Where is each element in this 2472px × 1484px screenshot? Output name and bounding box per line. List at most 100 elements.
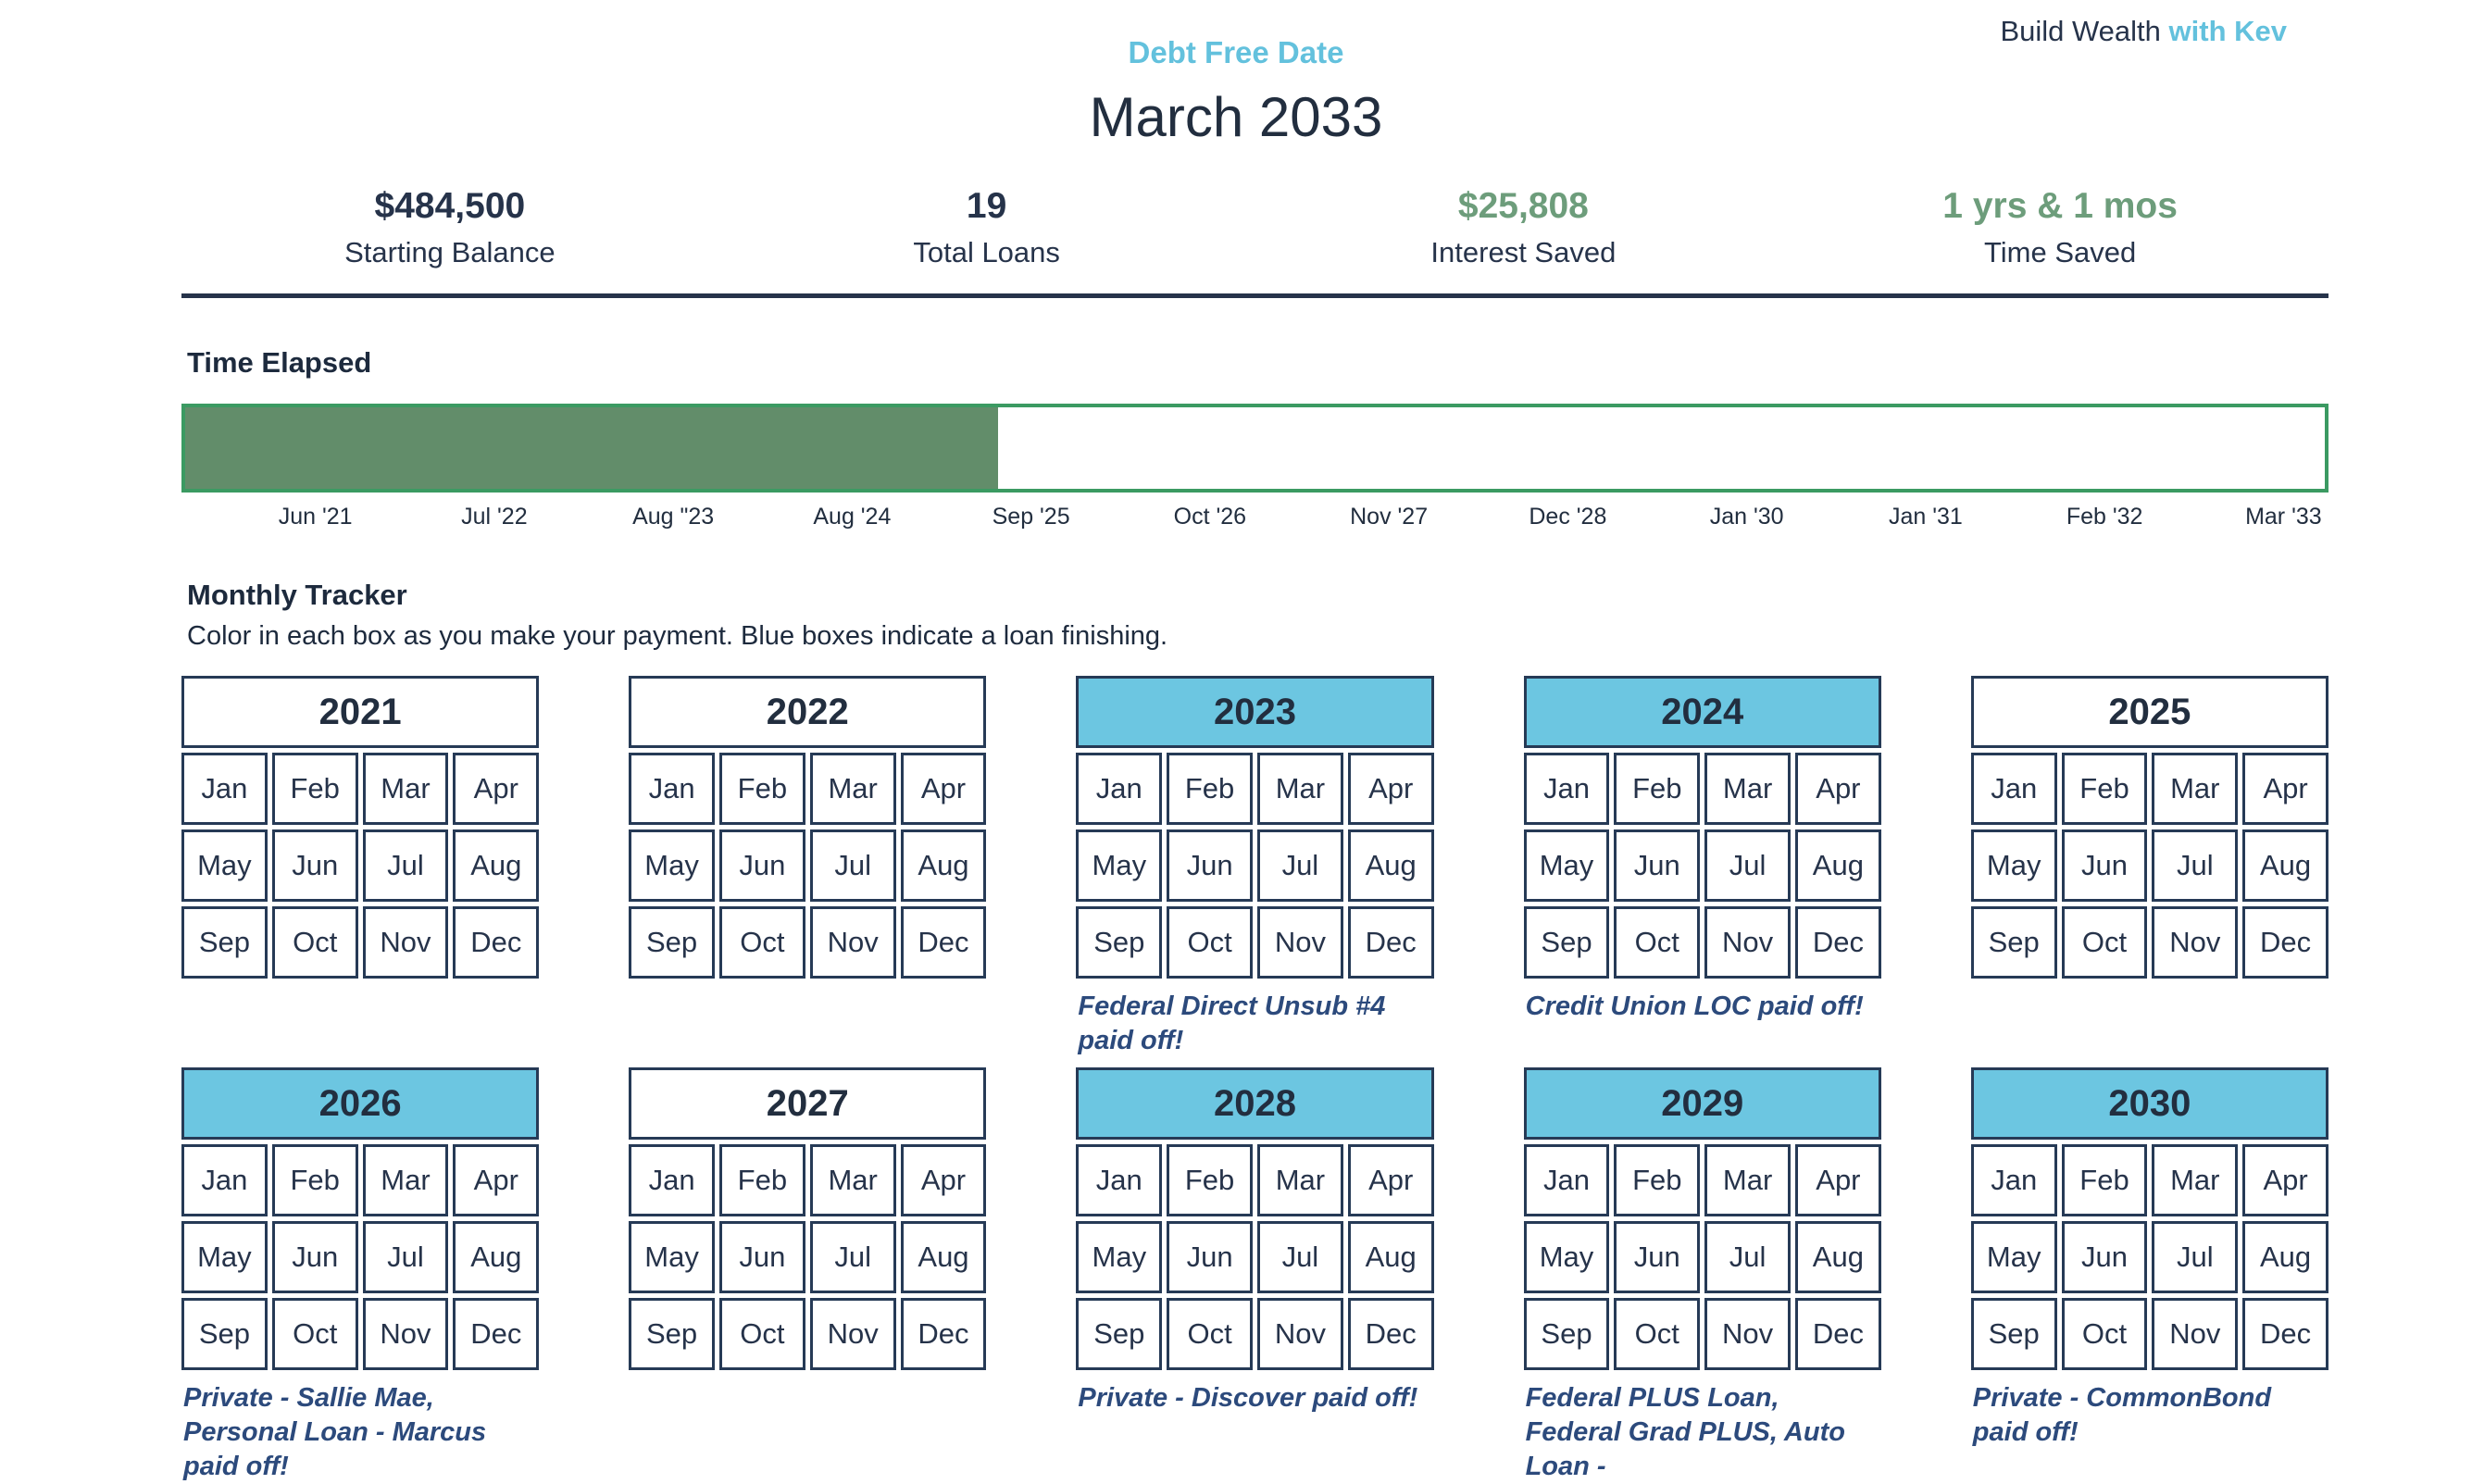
month-cell-2029-jul[interactable]: Jul [1704,1221,1791,1293]
month-cell-2022-nov[interactable]: Nov [809,906,896,979]
month-cell-2025-jan[interactable]: Jan [1970,753,2057,825]
month-cell-2027-dec[interactable]: Dec [900,1298,987,1370]
month-cell-2024-may[interactable]: May [1523,829,1610,902]
month-cell-2022-aug[interactable]: Aug [900,829,987,902]
month-cell-2029-jan[interactable]: Jan [1523,1144,1610,1216]
month-cell-2025-feb[interactable]: Feb [2061,753,2148,825]
month-cell-2025-may[interactable]: May [1970,829,2057,902]
month-cell-2030-apr[interactable]: Apr [2242,1144,2328,1216]
month-cell-2023-oct[interactable]: Oct [1167,906,1253,979]
month-cell-2024-jul[interactable]: Jul [1704,829,1791,902]
month-cell-2025-sep[interactable]: Sep [1970,906,2057,979]
month-cell-2026-jan[interactable]: Jan [181,1144,268,1216]
month-cell-2021-jan[interactable]: Jan [181,753,268,825]
month-cell-2026-dec[interactable]: Dec [453,1298,540,1370]
month-cell-2023-aug[interactable]: Aug [1347,829,1434,902]
month-cell-2028-may[interactable]: May [1076,1221,1163,1293]
month-cell-2026-apr[interactable]: Apr [453,1144,540,1216]
month-cell-2027-mar[interactable]: Mar [809,1144,896,1216]
month-cell-2023-jun[interactable]: Jun [1167,829,1253,902]
month-cell-2022-may[interactable]: May [629,829,715,902]
month-cell-2021-mar[interactable]: Mar [362,753,449,825]
month-cell-2029-sep[interactable]: Sep [1523,1298,1610,1370]
month-cell-2021-dec[interactable]: Dec [453,906,540,979]
month-cell-2026-may[interactable]: May [181,1221,268,1293]
month-cell-2023-nov[interactable]: Nov [1256,906,1343,979]
month-cell-2022-feb[interactable]: Feb [718,753,805,825]
month-cell-2024-aug[interactable]: Aug [1794,829,1881,902]
month-cell-2027-oct[interactable]: Oct [718,1298,805,1370]
month-cell-2026-sep[interactable]: Sep [181,1298,268,1370]
month-cell-2021-nov[interactable]: Nov [362,906,449,979]
month-cell-2029-dec[interactable]: Dec [1794,1298,1881,1370]
month-cell-2023-feb[interactable]: Feb [1167,753,1253,825]
month-cell-2025-aug[interactable]: Aug [2242,829,2328,902]
month-cell-2022-jan[interactable]: Jan [629,753,715,825]
month-cell-2027-nov[interactable]: Nov [809,1298,896,1370]
month-cell-2029-apr[interactable]: Apr [1794,1144,1881,1216]
month-cell-2022-sep[interactable]: Sep [629,906,715,979]
month-cell-2022-jul[interactable]: Jul [809,829,896,902]
month-cell-2029-may[interactable]: May [1523,1221,1610,1293]
month-cell-2021-oct[interactable]: Oct [271,906,358,979]
month-cell-2023-dec[interactable]: Dec [1347,906,1434,979]
month-cell-2025-nov[interactable]: Nov [2152,906,2239,979]
month-cell-2024-mar[interactable]: Mar [1704,753,1791,825]
month-cell-2025-jun[interactable]: Jun [2061,829,2148,902]
month-cell-2024-jun[interactable]: Jun [1614,829,1701,902]
month-cell-2025-mar[interactable]: Mar [2152,753,2239,825]
month-cell-2028-jul[interactable]: Jul [1256,1221,1343,1293]
month-cell-2025-jul[interactable]: Jul [2152,829,2239,902]
month-cell-2021-may[interactable]: May [181,829,268,902]
month-cell-2028-aug[interactable]: Aug [1347,1221,1434,1293]
month-cell-2028-dec[interactable]: Dec [1347,1298,1434,1370]
month-cell-2030-jul[interactable]: Jul [2152,1221,2239,1293]
month-cell-2022-jun[interactable]: Jun [718,829,805,902]
month-cell-2026-aug[interactable]: Aug [453,1221,540,1293]
month-cell-2024-apr[interactable]: Apr [1794,753,1881,825]
month-cell-2029-nov[interactable]: Nov [1704,1298,1791,1370]
month-cell-2024-oct[interactable]: Oct [1614,906,1701,979]
month-cell-2029-mar[interactable]: Mar [1704,1144,1791,1216]
month-cell-2029-aug[interactable]: Aug [1794,1221,1881,1293]
month-cell-2026-jun[interactable]: Jun [271,1221,358,1293]
month-cell-2029-oct[interactable]: Oct [1614,1298,1701,1370]
month-cell-2027-feb[interactable]: Feb [718,1144,805,1216]
month-cell-2028-oct[interactable]: Oct [1167,1298,1253,1370]
month-cell-2027-sep[interactable]: Sep [629,1298,715,1370]
month-cell-2021-jul[interactable]: Jul [362,829,449,902]
month-cell-2026-mar[interactable]: Mar [362,1144,449,1216]
month-cell-2030-sep[interactable]: Sep [1970,1298,2057,1370]
month-cell-2030-nov[interactable]: Nov [2152,1298,2239,1370]
month-cell-2027-apr[interactable]: Apr [900,1144,987,1216]
month-cell-2026-feb[interactable]: Feb [271,1144,358,1216]
month-cell-2023-mar[interactable]: Mar [1256,753,1343,825]
month-cell-2024-feb[interactable]: Feb [1614,753,1701,825]
month-cell-2028-feb[interactable]: Feb [1167,1144,1253,1216]
month-cell-2025-apr[interactable]: Apr [2242,753,2328,825]
month-cell-2027-jun[interactable]: Jun [718,1221,805,1293]
month-cell-2030-jun[interactable]: Jun [2061,1221,2148,1293]
month-cell-2030-oct[interactable]: Oct [2061,1298,2148,1370]
month-cell-2022-dec[interactable]: Dec [900,906,987,979]
month-cell-2022-apr[interactable]: Apr [900,753,987,825]
month-cell-2026-oct[interactable]: Oct [271,1298,358,1370]
month-cell-2024-sep[interactable]: Sep [1523,906,1610,979]
month-cell-2027-may[interactable]: May [629,1221,715,1293]
month-cell-2029-feb[interactable]: Feb [1614,1144,1701,1216]
month-cell-2027-jul[interactable]: Jul [809,1221,896,1293]
month-cell-2026-jul[interactable]: Jul [362,1221,449,1293]
month-cell-2030-may[interactable]: May [1970,1221,2057,1293]
month-cell-2030-aug[interactable]: Aug [2242,1221,2328,1293]
month-cell-2030-feb[interactable]: Feb [2061,1144,2148,1216]
month-cell-2023-may[interactable]: May [1076,829,1163,902]
month-cell-2021-aug[interactable]: Aug [453,829,540,902]
month-cell-2028-sep[interactable]: Sep [1076,1298,1163,1370]
month-cell-2023-apr[interactable]: Apr [1347,753,1434,825]
month-cell-2023-jul[interactable]: Jul [1256,829,1343,902]
month-cell-2024-dec[interactable]: Dec [1794,906,1881,979]
month-cell-2030-mar[interactable]: Mar [2152,1144,2239,1216]
month-cell-2029-jun[interactable]: Jun [1614,1221,1701,1293]
month-cell-2024-nov[interactable]: Nov [1704,906,1791,979]
month-cell-2030-jan[interactable]: Jan [1970,1144,2057,1216]
